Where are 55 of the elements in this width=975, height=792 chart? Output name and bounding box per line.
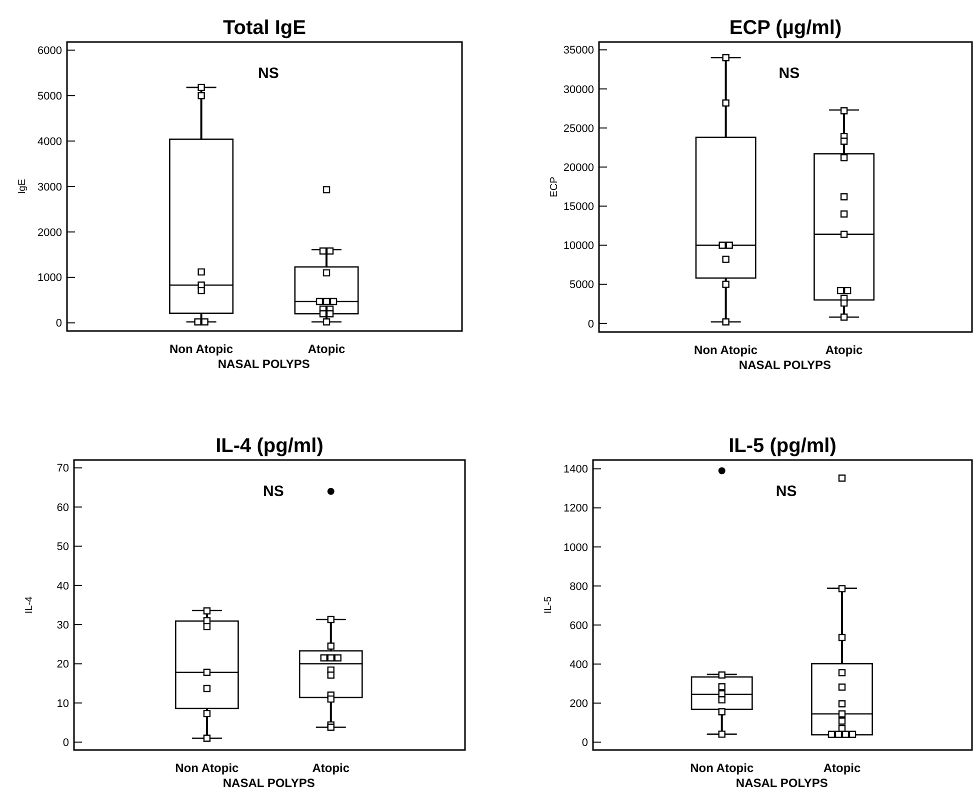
x-tick-label: Atopic — [308, 342, 346, 356]
y-tick-label: 4000 — [38, 136, 62, 148]
chart-title: Total IgE — [223, 17, 306, 39]
x-tick-label: Non Atopic — [170, 342, 234, 356]
y-axis-title: IL-5 — [543, 596, 554, 614]
y-axis-title: ECP — [549, 176, 560, 198]
y-tick-label: 20000 — [563, 162, 594, 174]
y-tick-label: 800 — [570, 580, 588, 593]
y-tick-label: 70 — [56, 462, 69, 475]
x-axis-title: NASAL POLYPS — [222, 776, 315, 790]
y-tick-label: 35000 — [563, 44, 594, 57]
x-tick-label: Atopic — [823, 761, 861, 775]
y-tick-label: 60 — [56, 502, 69, 514]
chart-title: ECP (µg/ml) — [729, 17, 842, 39]
y-tick-label: 2000 — [38, 226, 62, 239]
y-tick-label: 30 — [56, 619, 69, 632]
x-axis-title: NASAL POLYPS — [218, 357, 310, 371]
y-tick-label: 200 — [570, 698, 588, 710]
y-tick-label: 0 — [62, 737, 69, 750]
y-tick-label: 0 — [582, 737, 588, 750]
x-tick-label: Atopic — [825, 343, 864, 357]
y-tick-label: 0 — [56, 318, 62, 330]
x-tick-label: Non Atopic — [690, 761, 754, 775]
y-tick-label: 1000 — [564, 542, 588, 554]
x-tick-label: Atopic — [312, 761, 350, 775]
y-tick-label: 15000 — [563, 201, 594, 213]
annotation: NS — [262, 483, 284, 500]
y-tick-label: 400 — [570, 658, 588, 671]
chart-title: IL-5 (pg/ml) — [728, 435, 836, 457]
y-tick-label: 10000 — [563, 240, 594, 252]
y-tick-label: 3000 — [38, 181, 62, 194]
x-axis-title: NASAL POLYPS — [736, 776, 828, 790]
x-axis-title: NASAL POLYPS — [738, 358, 831, 372]
annotation: NS — [776, 483, 797, 500]
y-axis-title: IL-4 — [24, 596, 35, 614]
chart-title: IL-4 (pg/ml) — [216, 435, 324, 457]
y-tick-label: 50 — [56, 541, 69, 554]
y-tick-label: 5000 — [38, 90, 62, 102]
x-tick-label: Non Atopic — [175, 761, 240, 775]
y-tick-label: 6000 — [38, 45, 62, 58]
y-tick-label: 600 — [570, 620, 588, 632]
y-tick-label: 1000 — [38, 272, 62, 284]
y-tick-label: 10 — [56, 698, 69, 710]
y-tick-label: 30000 — [563, 84, 594, 96]
y-tick-label: 40 — [56, 580, 69, 592]
annotation: NS — [258, 65, 279, 82]
y-tick-label: 1200 — [564, 502, 588, 515]
y-tick-label: 0 — [588, 318, 594, 330]
y-tick-label: 5000 — [570, 279, 594, 292]
annotation: NS — [778, 65, 800, 82]
y-axis-title: IgE — [17, 178, 28, 194]
y-tick-label: 20 — [56, 658, 69, 671]
x-tick-label: Non Atopic — [694, 343, 758, 357]
y-tick-label: 25000 — [563, 122, 594, 135]
y-tick-label: 1400 — [564, 464, 588, 476]
